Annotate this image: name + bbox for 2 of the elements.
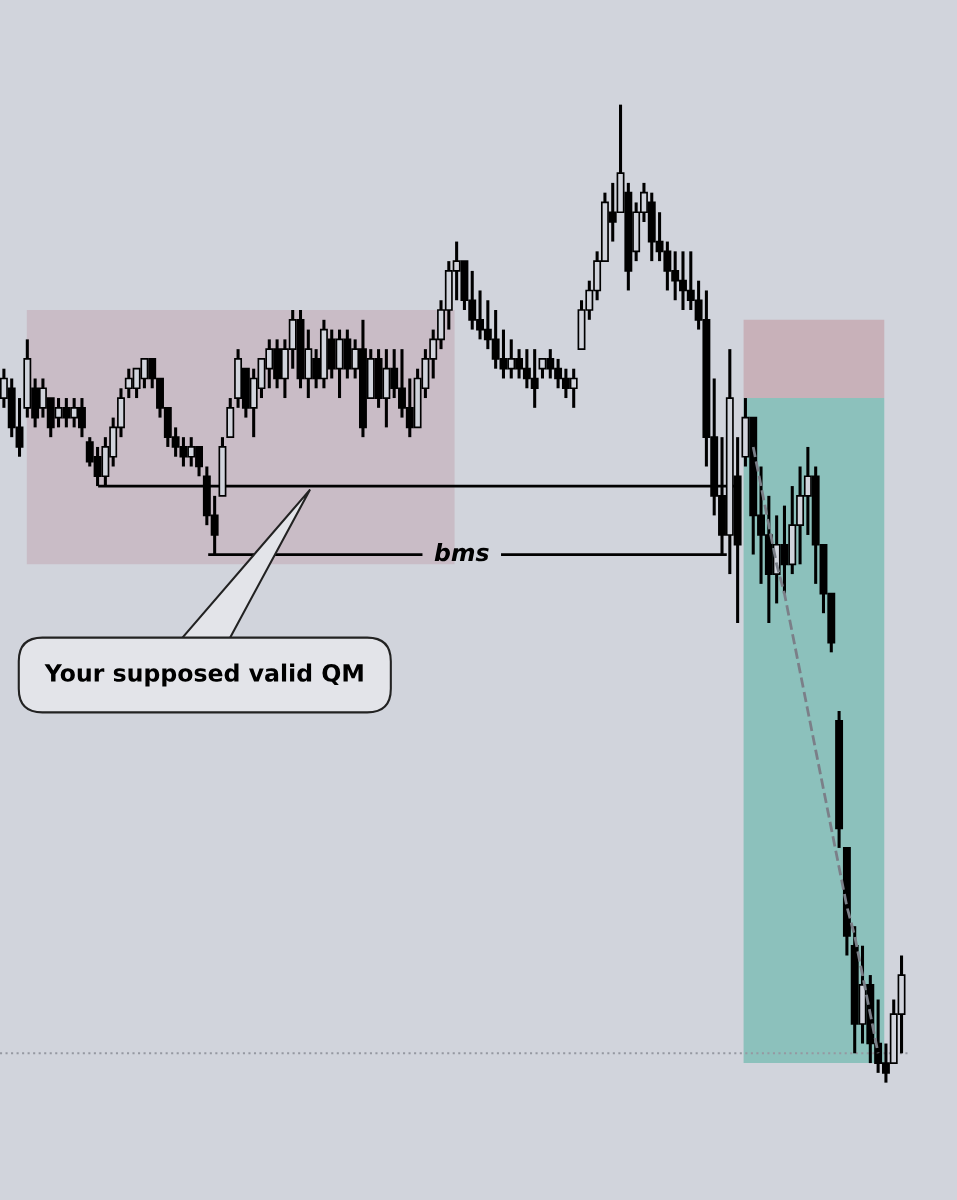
ref-line-label: bms [434,543,489,562]
annotation: Your supposed valid QM [44,663,363,687]
